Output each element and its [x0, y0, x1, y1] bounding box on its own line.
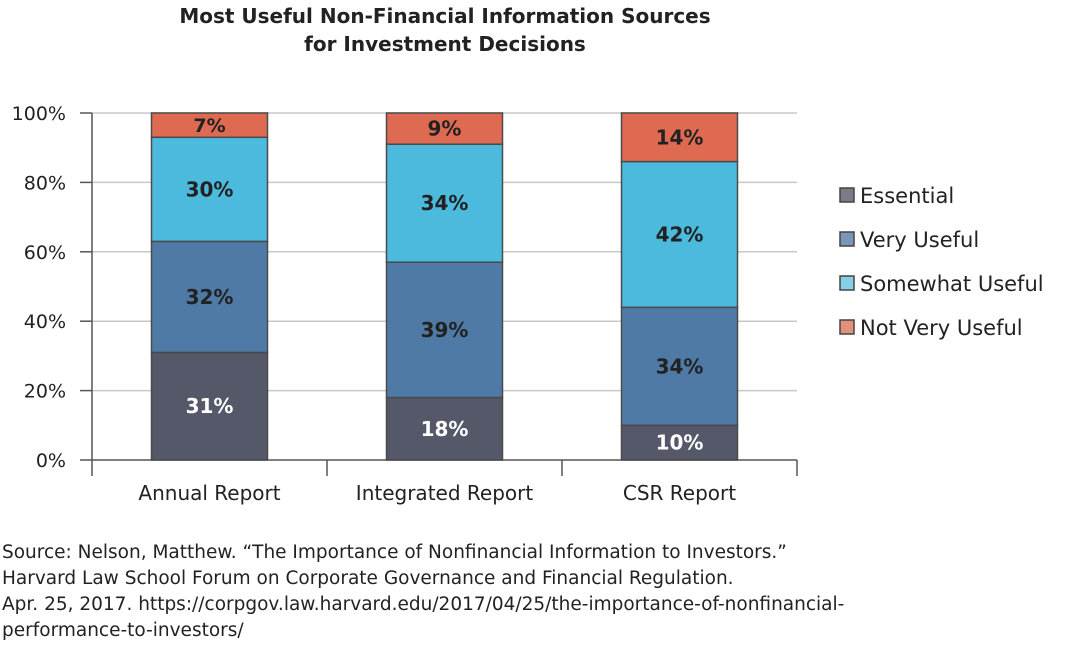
- data-label: 7%: [193, 115, 225, 137]
- bar-segment-not-very-useful: [150, 112, 269, 139]
- y-tick-label: 100%: [12, 103, 66, 125]
- data-label: 32%: [186, 285, 234, 309]
- data-label: 42%: [656, 222, 704, 246]
- legend-label: Essential: [860, 184, 954, 208]
- legend-swatch: [839, 275, 855, 291]
- y-tick-label: 60%: [24, 242, 66, 264]
- source-citation: Source: Nelson, Matthew. “The Importance…: [2, 540, 844, 644]
- legend-swatch: [839, 231, 855, 247]
- source-line: Apr. 25, 2017. https://corpgov.law.harva…: [2, 594, 845, 615]
- data-label: 18%: [421, 417, 469, 441]
- chart-title-line-1: Most Useful Non-Financial Information So…: [179, 4, 711, 28]
- legend-label: Somewhat Useful: [860, 272, 1044, 296]
- data-label: 30%: [186, 177, 234, 201]
- y-tick-label: 80%: [24, 172, 66, 194]
- bar-segment-very-useful: [385, 261, 504, 399]
- bar-segment-not-very-useful: [620, 112, 739, 163]
- data-label: 10%: [656, 431, 704, 455]
- bar-segment-somewhat-useful: [150, 136, 269, 243]
- legend-label: Not Very Useful: [860, 316, 1023, 340]
- bar-segment-essential: [385, 396, 504, 461]
- chart-title: Most Useful Non-Financial Information So…: [0, 2, 890, 58]
- source-line: Harvard Law School Forum on Corporate Go…: [2, 568, 734, 589]
- data-label: 14%: [656, 125, 704, 149]
- bar-segment-very-useful: [620, 306, 739, 427]
- legend-label: Very Useful: [860, 228, 979, 252]
- data-label: 34%: [656, 354, 704, 378]
- data-label: 9%: [428, 117, 462, 141]
- bar-segment-essential: [620, 424, 739, 461]
- source-line: Source: Nelson, Matthew. “The Importance…: [2, 542, 787, 563]
- x-tick-label: CSR Report: [623, 481, 736, 505]
- data-label: 31%: [186, 394, 234, 418]
- y-tick-label: 0%: [36, 450, 66, 472]
- stacked-bar-chart: 0% 20% 40% 60% 80% 100% Annual Report 31% 32% 30%…: [12, 103, 1044, 505]
- bar-segment-essential: [150, 351, 269, 461]
- bar-segment-somewhat-useful: [385, 143, 504, 263]
- x-tick-label: Integrated Report: [356, 481, 534, 505]
- source-line: performance-to-investors/: [2, 620, 244, 641]
- y-tick-label: 40%: [24, 311, 66, 333]
- data-label: 34%: [421, 191, 469, 215]
- data-label: 39%: [421, 318, 469, 342]
- x-tick-label: Annual Report: [138, 481, 280, 505]
- bar-segment-very-useful: [150, 240, 269, 354]
- legend-swatch: [839, 319, 855, 335]
- y-tick-label: 20%: [24, 381, 66, 403]
- bar-segment-not-very-useful: [385, 112, 504, 145]
- chart-title-line-2: for Investment Decisions: [304, 32, 586, 56]
- legend-swatch: [839, 187, 855, 203]
